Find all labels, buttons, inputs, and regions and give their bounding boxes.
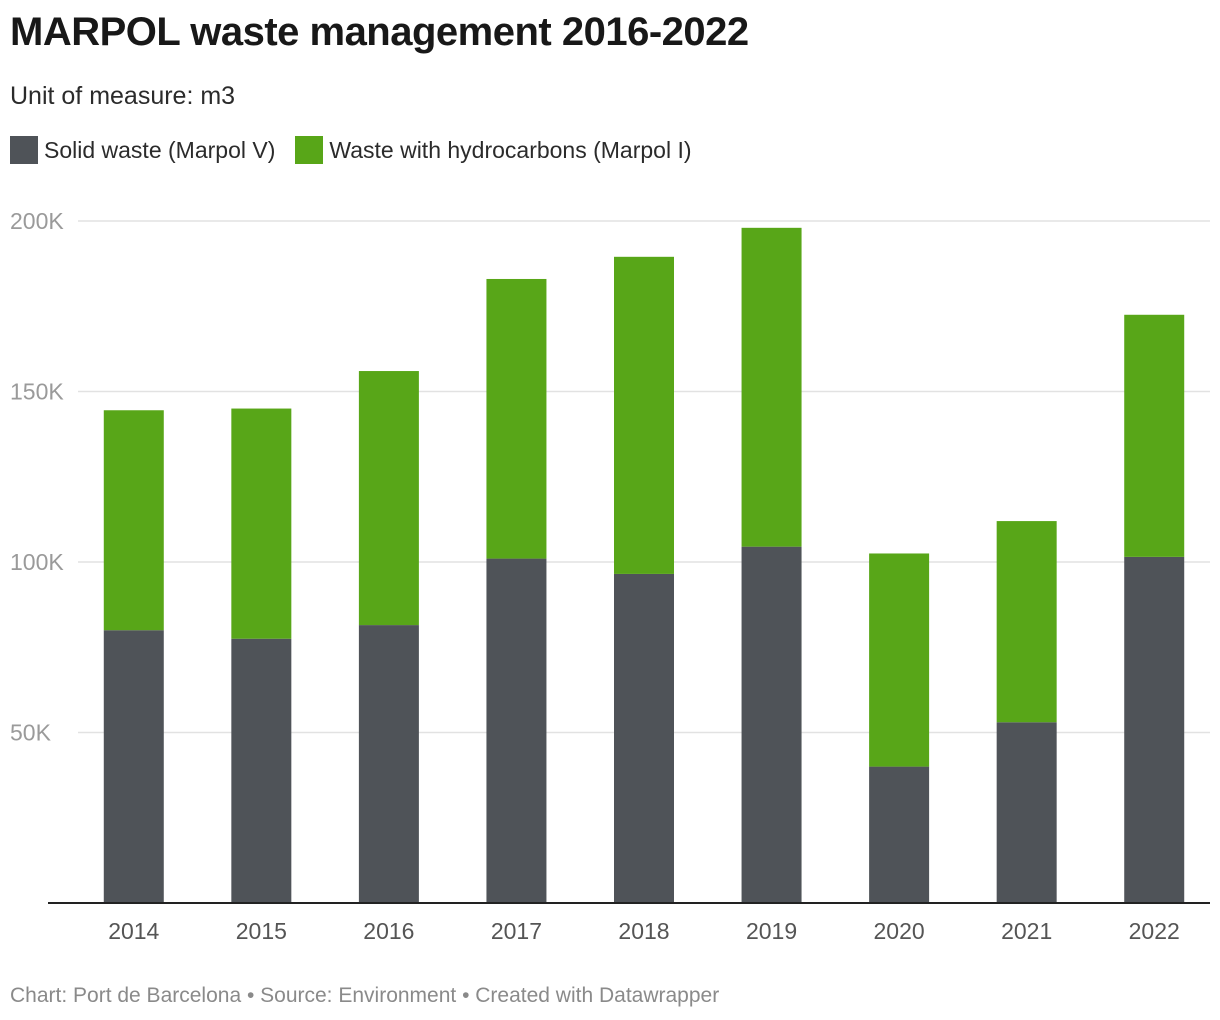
x-tick-label: 2015 xyxy=(236,918,287,944)
bar-solid-waste xyxy=(358,625,419,903)
legend-item-solid-waste: Solid waste (Marpol V) xyxy=(10,136,275,164)
bar-hydrocarbon-waste xyxy=(614,256,674,574)
bar-solid-waste xyxy=(231,638,292,903)
x-tick-label: 2019 xyxy=(746,918,797,944)
legend-label-solid-waste: Solid waste (Marpol V) xyxy=(44,136,276,163)
bar-solid-waste xyxy=(103,630,164,903)
legend: Solid waste (Marpol V) Waste with hydroc… xyxy=(10,136,712,164)
bar-hydrocarbon-waste xyxy=(103,410,164,631)
bar-solid-waste xyxy=(741,546,802,903)
bar-hydrocarbon-waste xyxy=(1124,314,1185,557)
x-tick-label: 2022 xyxy=(1129,918,1180,944)
bar-hydrocarbon-waste xyxy=(231,408,292,639)
bar-hydrocarbon-waste xyxy=(486,278,547,559)
chart-title: MARPOL waste management 2016-2022 xyxy=(10,10,749,54)
bar-hydrocarbon-waste xyxy=(996,521,1057,723)
x-tick-label: 2018 xyxy=(618,918,669,944)
y-tick-label: 50K xyxy=(10,720,52,746)
legend-swatch-solid-waste xyxy=(10,136,38,164)
x-tick-label: 2021 xyxy=(1001,918,1052,944)
bar-hydrocarbon-waste xyxy=(741,227,802,547)
x-tick-label: 2020 xyxy=(874,918,925,944)
y-tick-label: 100K xyxy=(10,549,64,575)
bar-solid-waste xyxy=(486,558,547,903)
legend-label-hydrocarbon-waste: Waste with hydrocarbons (Marpol I) xyxy=(329,136,692,163)
y-tick-label: 150K xyxy=(10,379,64,405)
bar-solid-waste xyxy=(996,722,1057,903)
x-tick-label: 2016 xyxy=(363,918,414,944)
x-tick-label: 2017 xyxy=(491,918,542,944)
bar-solid-waste xyxy=(1124,556,1185,903)
bar-hydrocarbon-waste xyxy=(358,371,419,626)
stacked-bar-chart: 50K 100K 150K 200K 2014 2015 2016 2017 2018 2019 2… xyxy=(10,208,1210,944)
legend-swatch-hydrocarbon-waste xyxy=(295,136,324,164)
legend-item-hydrocarbon-waste: Waste with hydrocarbons (Marpol I) xyxy=(295,136,692,164)
bar-solid-waste xyxy=(614,573,674,903)
y-tick-label: 200K xyxy=(10,208,64,234)
chart-subtitle: Unit of measure: m3 xyxy=(10,82,236,110)
bar-solid-waste xyxy=(869,766,930,903)
footer-credit: Chart: Port de Barcelona • Source: Envir… xyxy=(10,984,720,1007)
x-tick-label: 2014 xyxy=(108,918,159,944)
bar-hydrocarbon-waste xyxy=(869,553,930,767)
